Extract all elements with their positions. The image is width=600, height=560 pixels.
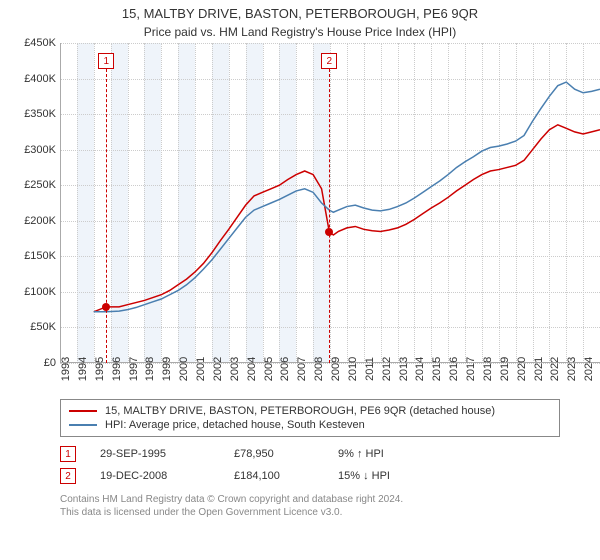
chart-subtitle: Price paid vs. HM Land Registry's House … (0, 21, 600, 43)
legend-swatch (69, 424, 97, 426)
legend-label: 15, MALTBY DRIVE, BASTON, PETERBOROUGH, … (105, 405, 495, 417)
footer-attribution: Contains HM Land Registry data © Crown c… (60, 493, 560, 519)
y-tick-label: £0 (0, 357, 56, 369)
legend-label: HPI: Average price, detached house, Sout… (105, 419, 365, 431)
x-tick-label: 2024 (583, 357, 600, 381)
marker-connector (329, 69, 330, 363)
chart-marker-1: 1 (98, 53, 114, 69)
transaction-date: 19-DEC-2008 (100, 470, 210, 482)
y-tick-label: £300K (0, 144, 56, 156)
y-tick-label: £400K (0, 73, 56, 85)
y-tick-label: £350K (0, 108, 56, 120)
y-tick-label: £250K (0, 179, 56, 191)
footer-line-1: Contains HM Land Registry data © Crown c… (60, 493, 560, 506)
y-tick-label: £100K (0, 286, 56, 298)
transaction-marker: 2 (60, 468, 76, 484)
chart-marker-2: 2 (321, 53, 337, 69)
transaction-price: £184,100 (234, 470, 314, 482)
series-line-price_paid (94, 125, 600, 312)
transaction-table: 1 29-SEP-1995 £78,950 9% ↑ HPI 2 19-DEC-2008 £… (60, 443, 560, 487)
y-tick-label: £450K (0, 37, 56, 49)
transaction-pct: 9% ↑ HPI (338, 448, 448, 460)
transaction-pct: 15% ↓ HPI (338, 470, 448, 482)
footer-line-2: This data is licensed under the Open Gov… (60, 506, 560, 519)
transaction-row: 2 19-DEC-2008 £184,100 15% ↓ HPI (60, 465, 560, 487)
y-tick-label: £200K (0, 215, 56, 227)
transaction-marker: 1 (60, 446, 76, 462)
transaction-price: £78,950 (234, 448, 314, 460)
legend-swatch (69, 410, 97, 412)
chart-area: 12 £0£50K£100K£150K£200K£250K£300K£350K£… (40, 43, 600, 395)
legend-item: 15, MALTBY DRIVE, BASTON, PETERBOROUGH, … (69, 404, 551, 418)
transaction-date: 29-SEP-1995 (100, 448, 210, 460)
y-tick-label: £150K (0, 250, 56, 262)
series-line-hpi (94, 82, 600, 312)
marker-connector (106, 69, 107, 363)
legend-item: HPI: Average price, detached house, Sout… (69, 418, 551, 432)
transaction-row: 1 29-SEP-1995 £78,950 9% ↑ HPI (60, 443, 560, 465)
chart-title: 15, MALTBY DRIVE, BASTON, PETERBOROUGH, … (0, 0, 600, 21)
legend: 15, MALTBY DRIVE, BASTON, PETERBOROUGH, … (60, 399, 560, 437)
y-tick-label: £50K (0, 321, 56, 333)
